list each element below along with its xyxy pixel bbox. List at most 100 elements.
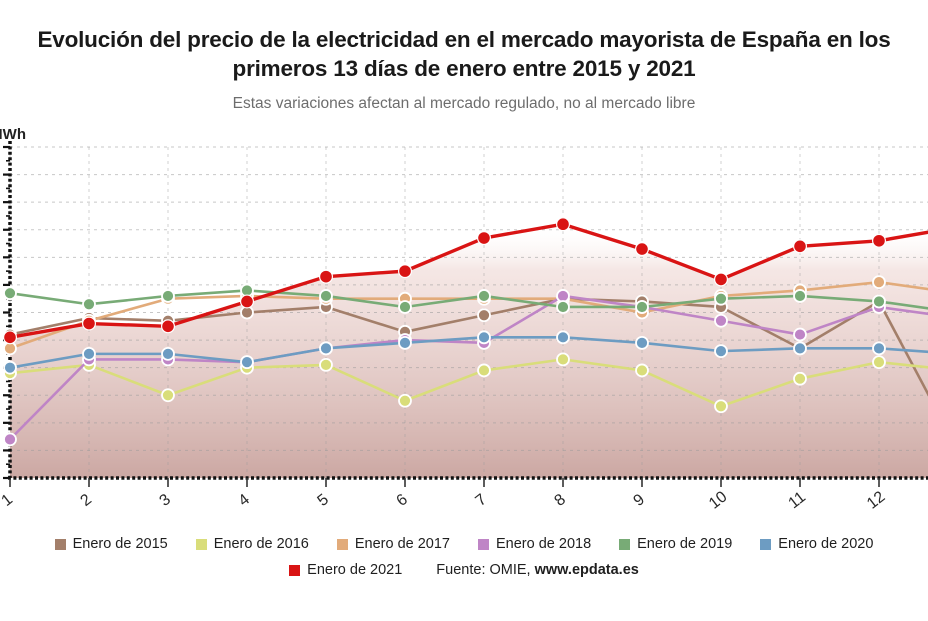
data-point[interactable] — [2, 330, 18, 345]
data-point[interactable] — [477, 363, 491, 378]
data-point[interactable] — [635, 363, 649, 378]
data-point[interactable] — [872, 355, 886, 370]
data-point[interactable] — [635, 305, 649, 320]
data-point[interactable] — [793, 341, 807, 356]
data-point[interactable] — [872, 294, 886, 309]
data-point[interactable] — [398, 393, 412, 408]
data-point[interactable] — [793, 283, 807, 298]
data-point[interactable] — [319, 341, 333, 356]
data-point[interactable] — [398, 264, 413, 279]
data-point[interactable] — [82, 352, 96, 367]
data-point[interactable] — [3, 432, 17, 447]
x-tick-label: 5 — [314, 491, 332, 510]
data-point[interactable] — [3, 327, 17, 342]
data-point[interactable] — [161, 289, 175, 303]
data-point[interactable] — [714, 313, 728, 328]
data-point[interactable] — [793, 289, 807, 303]
legend-item-enero-de-2018[interactable]: Enero de 2018 — [478, 536, 591, 552]
data-point[interactable] — [161, 388, 175, 403]
data-point[interactable] — [240, 289, 254, 303]
legend-item-enero-de-2019[interactable]: Enero de 2019 — [619, 536, 732, 552]
data-point[interactable] — [556, 291, 570, 306]
series-enero-de-2021 — [2, 217, 928, 345]
data-point[interactable] — [793, 341, 807, 356]
data-point[interactable] — [319, 300, 333, 314]
data-point[interactable] — [477, 289, 491, 303]
data-point[interactable] — [477, 330, 491, 345]
data-point[interactable] — [872, 341, 886, 356]
data-point[interactable] — [398, 335, 412, 350]
data-point[interactable] — [871, 233, 886, 248]
data-point[interactable] — [81, 316, 96, 331]
y-axis-unit-label: /MWh — [0, 126, 26, 143]
data-point[interactable] — [3, 366, 17, 381]
data-point[interactable] — [240, 283, 254, 298]
data-point[interactable] — [398, 333, 412, 347]
data-point[interactable] — [161, 352, 175, 367]
data-point[interactable] — [161, 319, 176, 334]
data-point[interactable] — [635, 300, 649, 314]
data-point[interactable] — [82, 358, 96, 372]
data-point[interactable] — [713, 272, 728, 287]
data-point[interactable] — [555, 217, 570, 232]
data-point[interactable] — [714, 289, 728, 303]
data-point[interactable] — [319, 341, 333, 356]
data-point[interactable] — [635, 300, 649, 314]
data-point[interactable] — [398, 300, 412, 314]
data-point[interactable] — [3, 286, 17, 301]
data-point[interactable] — [82, 311, 96, 325]
data-point[interactable] — [793, 327, 807, 342]
data-point[interactable] — [634, 242, 649, 257]
data-point[interactable] — [872, 275, 886, 290]
data-point[interactable] — [319, 269, 334, 284]
data-point[interactable] — [872, 300, 886, 314]
data-point[interactable] — [635, 335, 649, 350]
data-point[interactable] — [319, 289, 333, 303]
data-point[interactable] — [319, 358, 333, 372]
data-point[interactable] — [161, 291, 175, 306]
legend-item-label: Enero de 2019 — [637, 536, 733, 552]
data-point[interactable] — [240, 305, 254, 320]
data-point[interactable] — [556, 291, 570, 306]
data-point[interactable] — [240, 360, 254, 375]
data-point[interactable] — [714, 399, 728, 414]
data-point[interactable] — [3, 360, 17, 375]
data-point[interactable] — [872, 294, 886, 309]
data-point[interactable] — [477, 231, 492, 246]
data-point[interactable] — [477, 308, 491, 323]
data-point[interactable] — [635, 294, 649, 309]
data-point[interactable] — [714, 344, 728, 359]
data-point[interactable] — [161, 313, 175, 328]
data-point[interactable] — [714, 300, 728, 314]
legend-item-enero-de-2021[interactable]: Enero de 2021 — [289, 562, 402, 578]
data-point[interactable] — [82, 297, 96, 312]
x-tick-label: 6 — [393, 491, 411, 510]
data-point[interactable] — [793, 371, 807, 386]
data-point[interactable] — [240, 294, 255, 309]
data-point[interactable] — [240, 355, 254, 370]
data-point[interactable] — [82, 313, 96, 328]
data-point[interactable] — [477, 335, 491, 350]
legend-item-enero-de-2017[interactable]: Enero de 2017 — [336, 536, 450, 552]
legend-item-enero-de-2020[interactable]: Enero de 2020 — [760, 536, 873, 552]
data-point[interactable] — [240, 355, 254, 370]
data-point[interactable] — [3, 341, 17, 356]
series-line — [8, 280, 928, 350]
chart-legend: Enero de 2015 Enero de 2016 Enero de 2017 E… — [0, 536, 928, 578]
data-point[interactable] — [477, 291, 491, 306]
data-point[interactable] — [556, 289, 570, 303]
data-point[interactable] — [161, 346, 175, 361]
data-point[interactable] — [792, 239, 807, 254]
legend-item-label: Enero de 2016 — [213, 536, 309, 552]
source-site-link[interactable]: www.epdata.es — [534, 562, 639, 578]
legend-item-enero-de-2015[interactable]: Enero de 2015 — [54, 536, 168, 552]
data-point[interactable] — [398, 291, 412, 306]
data-point[interactable] — [556, 352, 570, 367]
data-point[interactable] — [714, 291, 728, 306]
data-point[interactable] — [556, 330, 570, 345]
data-point[interactable] — [319, 291, 333, 306]
data-point[interactable] — [82, 346, 96, 361]
data-point[interactable] — [398, 324, 412, 339]
legend-item-enero-de-2016[interactable]: Enero de 2016 — [195, 536, 309, 552]
data-point[interactable] — [556, 300, 570, 314]
